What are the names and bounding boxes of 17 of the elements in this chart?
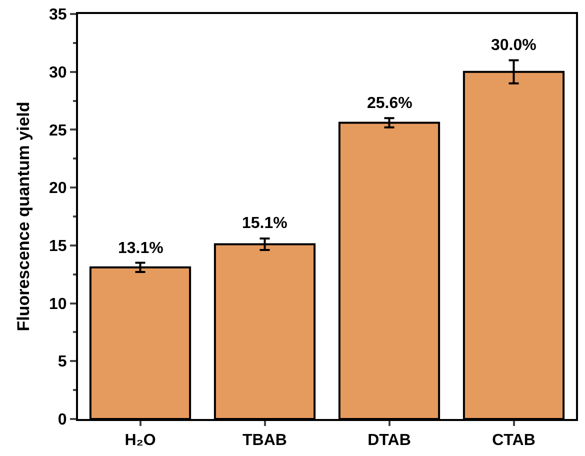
x-tick-label: CTAB	[492, 432, 536, 450]
y-tick-label: 0	[58, 412, 67, 429]
data-label: 30.0%	[491, 37, 536, 54]
y-tick-label: 25	[49, 122, 67, 140]
data-label: 13.1%	[118, 240, 164, 257]
y-tick-label: 15	[49, 238, 67, 256]
y-tick-label: 20	[49, 180, 67, 198]
x-tick-label: H₂O	[124, 432, 156, 450]
y-tick-label: 30	[49, 64, 67, 82]
data-label: 15.1%	[242, 215, 288, 232]
y-tick-label: 10	[49, 296, 67, 313]
data-label: 25.6%	[367, 95, 412, 112]
x-tick-label: DTAB	[368, 432, 411, 450]
y-tick-label: 35	[49, 6, 67, 24]
x-tick-label: TBAB	[242, 432, 287, 450]
y-axis-title: Fluorescence quantum yield	[14, 102, 34, 332]
y-tick-label: 5	[58, 354, 67, 371]
